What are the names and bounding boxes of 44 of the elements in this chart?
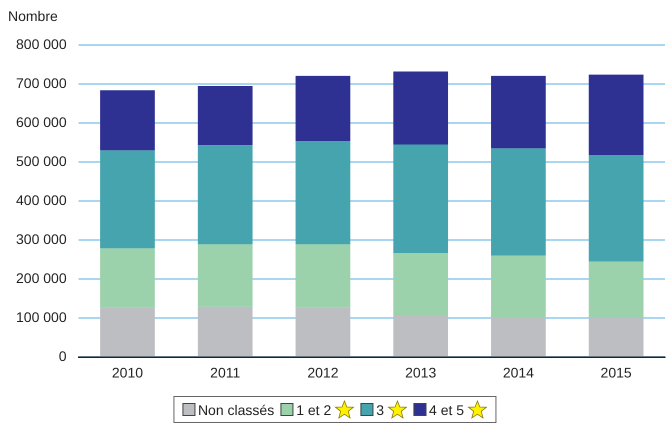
bar [198, 86, 253, 146]
bar [296, 244, 350, 308]
x-tick-label: 2015 [600, 364, 632, 380]
bar [491, 256, 546, 318]
legend-label: 4 et 5 [429, 402, 464, 418]
legend-label: 1 et 2 [296, 402, 332, 418]
y-tick-label: 100 000 [16, 309, 67, 326]
bar [393, 315, 448, 356]
legend-label: 3 [376, 402, 384, 418]
bar [588, 74, 644, 156]
bar [491, 148, 546, 256]
bar [491, 76, 546, 148]
y-tick-label: 600 000 [16, 114, 67, 130]
bar [296, 308, 350, 356]
x-tick-label: 2012 [307, 364, 339, 380]
bar [393, 72, 448, 145]
legend-label: Non classés [198, 402, 274, 418]
y-tick-label: 400 000 [16, 192, 67, 208]
bar [491, 318, 546, 356]
bar [588, 155, 644, 262]
x-tick-label: 2013 [405, 364, 436, 380]
bar [296, 141, 350, 244]
y-tick-label: 700 000 [16, 74, 67, 91]
y-tick-label: 200 000 [16, 270, 67, 286]
x-tick-label: 2011 [210, 364, 240, 380]
y-tick-label: 0 [58, 348, 67, 364]
bar [100, 90, 155, 150]
y-tick-label: 300 000 [16, 230, 67, 247]
bar [198, 244, 253, 307]
bar [588, 318, 644, 356]
bar [588, 262, 644, 318]
y-tick-label: 500 000 [16, 152, 67, 169]
bar [100, 150, 155, 248]
x-tick-label: 2014 [502, 364, 534, 380]
bar [296, 76, 350, 141]
x-tick-label: 2010 [112, 364, 144, 380]
bar [393, 144, 448, 254]
bar [100, 308, 155, 356]
y-tick-label: 800 000 [16, 36, 67, 52]
bar [393, 253, 448, 316]
bar [100, 248, 155, 308]
y-axis-title: Nombre [8, 8, 58, 24]
bar [198, 306, 253, 356]
bar [198, 145, 253, 244]
